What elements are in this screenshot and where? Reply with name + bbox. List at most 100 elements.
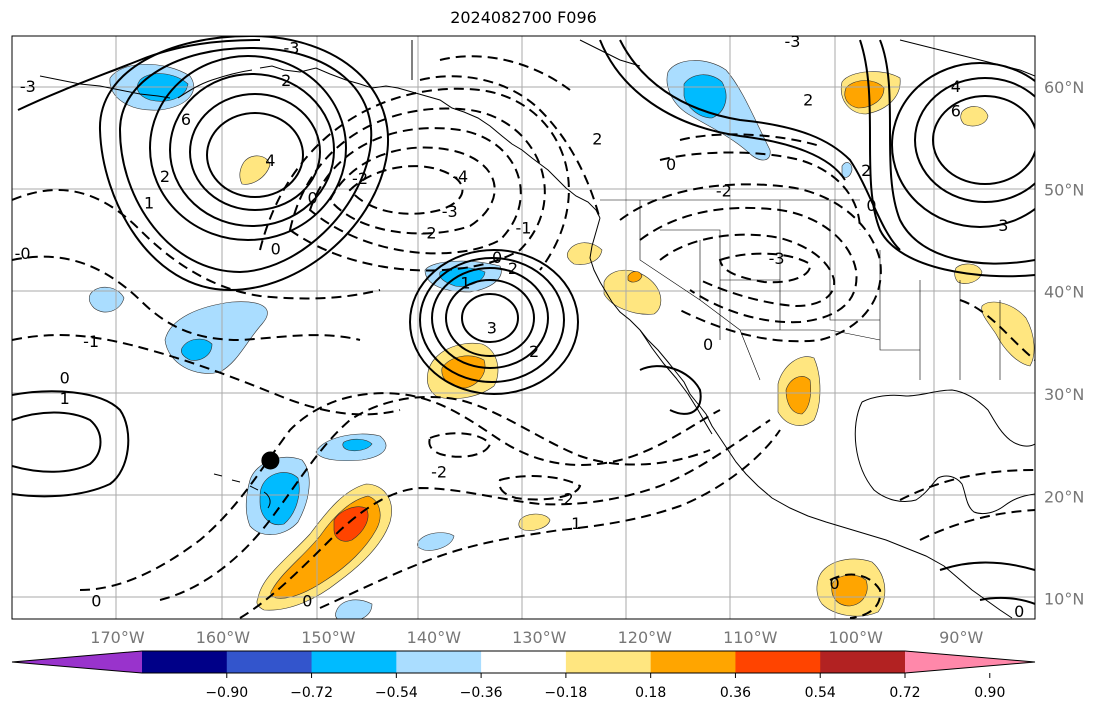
lon-tick-label: 90°W [939, 628, 983, 647]
colorbar-segment [820, 651, 906, 673]
shade-central-light [164, 301, 268, 374]
contour-label: 3 [487, 319, 497, 338]
lat-tick-label: 50°N [1044, 180, 1084, 199]
contour-label: 1 [571, 514, 581, 533]
contour-label: -2 [716, 181, 732, 200]
colorbar-segment [226, 651, 313, 673]
colorbar-segment [481, 651, 567, 673]
shade-central-blue [180, 338, 213, 361]
lat-tick-label: 40°N [1044, 283, 1084, 302]
contours-np-high [409, 249, 579, 395]
colorbar-segment [142, 651, 228, 673]
colorbar-label: 0.18 [635, 685, 666, 701]
colorbar-segment [396, 651, 482, 673]
shade-blue-48n [841, 162, 853, 178]
lon-tick-label: 160°W [196, 628, 251, 647]
contour-label: 0 [703, 335, 713, 354]
shade-yellow-nca [566, 242, 603, 265]
lat-tick-label: 20°N [1044, 487, 1084, 506]
coast-west-us [589, 217, 1013, 619]
contour-label: 1 [144, 194, 154, 213]
colorbar-extend-high [905, 651, 1035, 673]
contour-label: 2 [281, 71, 291, 90]
lon-tick-label: 120°W [618, 628, 673, 647]
colorbar-segment [650, 651, 736, 673]
state-borders [600, 199, 1001, 381]
contour-label: 4 [951, 77, 961, 96]
contour-label: 0 [91, 592, 101, 611]
colorbar: −0.90 −0.72 −0.54 −0.36 −0.18 0.18 0.36 0.54 0.7… [11, 650, 1036, 701]
shade-orange-mex [785, 376, 812, 415]
map-frame [11, 35, 1036, 620]
contour-label: 0 [492, 248, 502, 267]
shade-red-trop [333, 506, 369, 542]
contour-label: -4 [452, 167, 468, 186]
shading-layer [88, 60, 1035, 619]
contour-label: 6 [951, 102, 961, 121]
colorbar-label: −0.54 [375, 685, 418, 701]
colorbar-label: −0.72 [290, 685, 333, 701]
lon-tick-labels: 170°W 160°W 150°W 140°W 130°W 120°W 110°W 100°W… [90, 628, 983, 647]
contour-label: -2 [421, 223, 437, 242]
colorbar-label: 0.90 [974, 685, 1005, 701]
map-title: 2024082700 F096 [450, 8, 597, 27]
contour-label: -3 [784, 32, 800, 51]
colorbar-segment [735, 651, 821, 673]
contour-label: 1 [60, 389, 70, 408]
contour-label: -2 [352, 169, 368, 188]
contour-label: 0 [866, 196, 876, 215]
contour-label: 2 [803, 90, 813, 109]
contour-label: -1 [516, 218, 532, 237]
lat-tick-label: 10°N [1044, 590, 1084, 609]
colorbar-outline [11, 650, 1036, 674]
contour-label: 2 [592, 129, 602, 148]
colorbar-segment [311, 651, 397, 673]
contour-label: 0 [60, 369, 70, 388]
shade-hawaii-blue [259, 472, 300, 526]
contour-label: -0 [15, 244, 31, 263]
contour-label: 2 [160, 167, 170, 186]
lon-tick-label: 150°W [301, 628, 356, 647]
contour-label: 0 [302, 592, 312, 611]
contour-label: -3 [442, 202, 458, 221]
contour-label: 3 [998, 216, 1008, 235]
contour-label: 0 [830, 574, 840, 593]
contour-label: 1 [460, 273, 470, 292]
coast-canada-arctic [411, 39, 1035, 80]
contour-label: 2 [529, 342, 539, 361]
shade-yellow-alaska [239, 155, 271, 185]
lat-tick-label: 60°N [1044, 78, 1084, 97]
contours-dashed [12, 55, 1035, 619]
colorbar-label: 0.36 [720, 685, 751, 701]
contour-label: 0 [666, 155, 676, 174]
colorbar-label: −0.18 [544, 685, 587, 701]
contour-lines [12, 36, 1035, 619]
coast-baja [639, 329, 713, 435]
coast-aleutians [39, 75, 171, 99]
shade-blue-small-west [88, 286, 125, 313]
gridlines [12, 36, 1035, 619]
location-marker [261, 451, 280, 470]
shade-yellow-17n [518, 513, 551, 531]
coast-gulf-alaska [411, 91, 601, 219]
colorbar-label: 0.72 [889, 685, 920, 701]
shade-yellow-scal [603, 269, 662, 315]
colorbar-label: 0.54 [805, 685, 836, 701]
shade-yellow-se [981, 301, 1035, 367]
contour-label: -3 [20, 77, 36, 96]
colorbar-label: −0.90 [205, 685, 248, 701]
colorbar-extend-low [12, 651, 142, 673]
contour-label: 2 [508, 259, 518, 278]
contour-label: 6 [181, 110, 191, 129]
contour-label: -1 [83, 332, 99, 351]
shade-blue-25n-core [342, 438, 373, 452]
shade-yellow-55n [960, 106, 989, 127]
lon-tick-label: 110°W [723, 628, 778, 647]
contours-alaska-high [17, 36, 389, 292]
contour-label: 0 [1014, 602, 1024, 621]
contour-label: 0 [271, 240, 281, 259]
contour-label: 0 [307, 189, 317, 208]
lon-tick-label: 130°W [512, 628, 567, 647]
